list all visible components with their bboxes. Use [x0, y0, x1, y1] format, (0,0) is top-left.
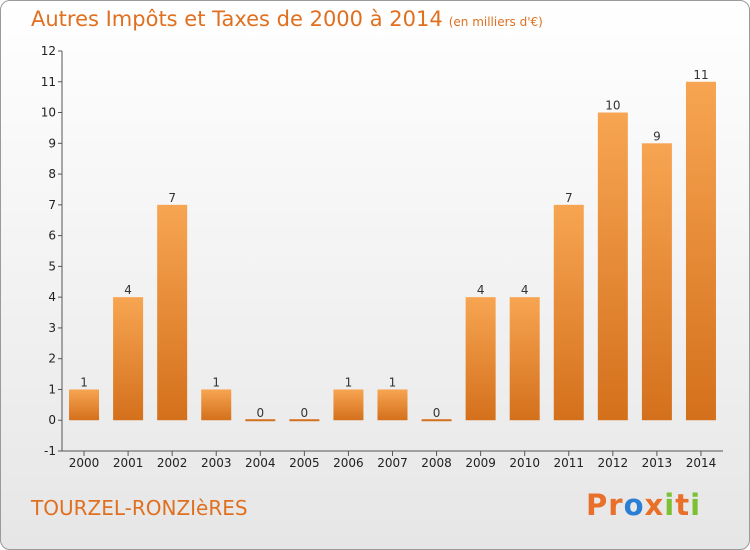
bar [69, 389, 100, 421]
x-tick-label: 2010 [509, 456, 540, 470]
y-tick-label: 8 [48, 167, 56, 181]
bar [157, 204, 188, 421]
y-tick-label: -1 [44, 444, 56, 458]
x-tick-label: 2004 [245, 456, 276, 470]
data-label: 7 [168, 191, 176, 205]
y-tick-label: 0 [48, 413, 56, 427]
bar [113, 297, 144, 421]
x-tick-label: 2008 [421, 456, 452, 470]
data-label: 9 [653, 129, 661, 143]
y-tick-label: 11 [41, 75, 56, 89]
bar [333, 389, 364, 421]
x-tick-label: 2003 [201, 456, 232, 470]
bar [377, 389, 408, 421]
y-tick-label: 12 [41, 44, 56, 58]
bar [685, 81, 716, 421]
data-label: 4 [477, 283, 485, 297]
unit-label: (en milliers d'€) [448, 15, 543, 29]
bar [465, 297, 496, 421]
data-label: 11 [693, 68, 708, 82]
proxiti-logo: Proxiti [586, 488, 701, 522]
logo-letter: i [690, 488, 702, 522]
y-tick-label: 2 [48, 352, 56, 366]
data-label: 0 [433, 406, 441, 420]
data-label: 1 [345, 375, 353, 389]
logo-letter: r [608, 488, 624, 522]
data-label: 1 [212, 375, 220, 389]
y-tick-label: 6 [48, 229, 56, 243]
bar [597, 112, 628, 421]
x-tick-label: 2011 [553, 456, 584, 470]
logo-letter: x [644, 488, 665, 522]
x-tick-label: 2001 [113, 456, 144, 470]
data-label: 7 [565, 191, 573, 205]
y-tick-label: 5 [48, 259, 56, 273]
data-label: 10 [605, 99, 620, 113]
y-tick-label: 1 [48, 382, 56, 396]
data-label: 4 [521, 283, 529, 297]
x-tick-label: 2009 [465, 456, 496, 470]
x-tick-label: 2002 [157, 456, 188, 470]
data-label: 4 [124, 283, 132, 297]
y-tick-label: 10 [41, 106, 56, 120]
data-label: 1 [80, 375, 88, 389]
bar [509, 297, 540, 421]
bar [245, 419, 276, 422]
y-tick-label: 4 [48, 290, 56, 304]
data-label: 0 [301, 406, 309, 420]
x-tick-label: 2000 [69, 456, 100, 470]
bar [421, 419, 452, 422]
x-tick-label: 2007 [377, 456, 408, 470]
data-label: 1 [389, 375, 397, 389]
x-tick-label: 2012 [598, 456, 629, 470]
logo-letter: t [675, 488, 691, 522]
chart-title: Autres Impôts et Taxes de 2000 à 2014 (en… [31, 7, 543, 31]
commune-name: TOURZEL-RONZIèRES [31, 496, 248, 520]
bar [289, 419, 320, 422]
x-tick-label: 2013 [642, 456, 673, 470]
logo-letter: i [664, 488, 676, 522]
title-text: Autres Impôts et Taxes de 2000 à 2014 [31, 7, 443, 31]
y-tick-label: 7 [48, 198, 56, 212]
bar [641, 143, 672, 421]
data-label: 0 [256, 406, 264, 420]
bar [201, 389, 232, 421]
y-tick-label: 9 [48, 136, 56, 150]
logo-letter: P [586, 488, 609, 522]
x-tick-label: 2014 [686, 456, 717, 470]
logo-letter: o [623, 488, 645, 522]
x-tick-label: 2005 [289, 456, 320, 470]
bar [553, 204, 584, 421]
x-tick-label: 2006 [333, 456, 364, 470]
y-tick-label: 3 [48, 321, 56, 335]
